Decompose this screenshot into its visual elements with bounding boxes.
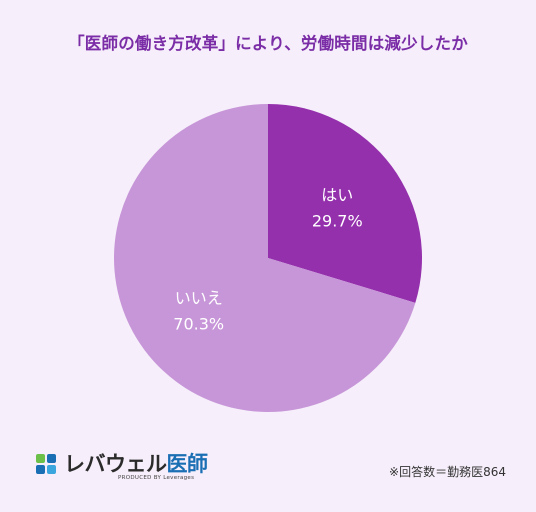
pie-slice-2 [113, 104, 416, 412]
slice-label-1: はい [321, 186, 353, 205]
footnote: ※回答数＝勤務医864 [389, 465, 506, 479]
pie-slice-1 [268, 104, 422, 303]
slice-label-2: いいえ [175, 288, 223, 307]
chart-title: 「医師の働き方改革」により、労働時間は減少したか [68, 34, 468, 53]
slice-value-1: 29.7% [312, 212, 363, 231]
slice-value-2: 70.3% [173, 314, 224, 333]
logo-text: レバウェル医師 [64, 448, 208, 478]
logo-name-part2: 医師 [166, 452, 209, 476]
logo-mark-icon [36, 454, 56, 474]
logo-name-part1: レバウェル [64, 452, 167, 476]
logo-subtitle: PRODUCED BY Leverages [118, 475, 195, 481]
